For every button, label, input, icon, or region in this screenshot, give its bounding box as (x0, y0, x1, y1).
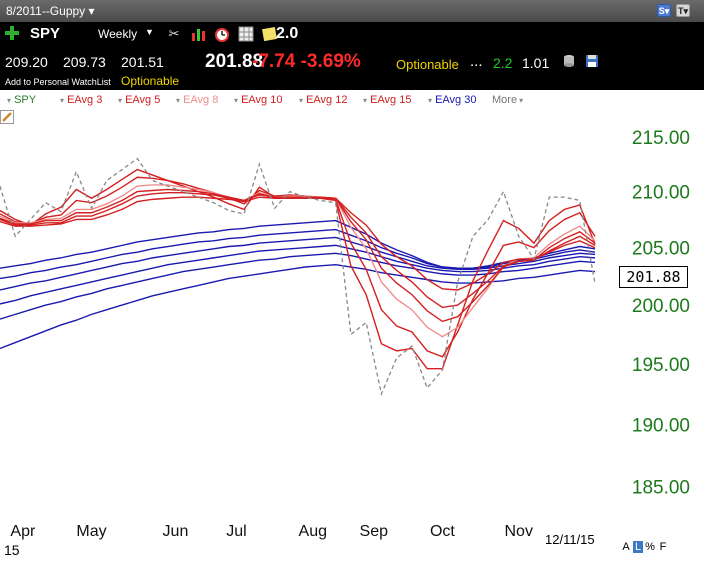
series-line-eavg-12 (0, 192, 596, 309)
price-chart[interactable]: 215.00 210.00 205.00 200.00 195.00 190.00 185.… (0, 110, 704, 562)
series-line-eavg-15 (0, 196, 596, 291)
legend-label: EAvg 15 (370, 94, 412, 106)
quote-last: 201.88 (205, 51, 264, 72)
x-tick-label: Jul (226, 523, 246, 540)
x-tick-label: Apr (10, 523, 36, 540)
chevron-down-icon: ▾ (519, 96, 524, 105)
legend-label: EAvg 10 (241, 94, 283, 106)
quote-low: 201.51 (121, 54, 164, 70)
period-dropdown[interactable]: Weekly (98, 27, 138, 41)
legend-item-eavg30[interactable]: ▾ EAvg 30 (426, 94, 476, 106)
symbol-label[interactable]: SPY (30, 25, 61, 42)
legend-label: EAvg 5 (125, 94, 161, 106)
t-menu-icon[interactable]: T▾ (676, 4, 690, 17)
grid-icon[interactable] (238, 26, 254, 42)
x-tick-label: May (76, 523, 106, 540)
x-tick-label: Aug (299, 523, 327, 540)
chart-canvas[interactable]: 215.00 210.00 205.00 200.00 195.00 190.00 185.… (0, 110, 704, 562)
chevron-down-icon: ▾ (118, 96, 123, 105)
window-title[interactable]: 8/2011--Guppy ▾ (6, 4, 95, 18)
chevron-down-icon: ▾ (428, 96, 433, 105)
quote-open: 209.20 (5, 54, 48, 70)
chevron-down-icon: ▾ (234, 96, 239, 105)
y-tick-label: 210.00 (632, 183, 690, 204)
legend-item-eavg8[interactable]: ▾ EAvg 8 (174, 94, 218, 106)
log-scale-button[interactable]: L (633, 541, 643, 553)
series-line-eavg-5 (0, 176, 596, 358)
database-icon[interactable] (562, 54, 576, 68)
optionable-link[interactable]: Optionable (121, 74, 180, 88)
y-tick-label: 200.00 (632, 296, 690, 317)
legend-label: EAvg 12 (306, 94, 348, 106)
quote-change: -7.74 -3.69% (252, 51, 361, 72)
legend-label: EAvg 3 (67, 94, 103, 106)
legend-label: More (492, 94, 518, 106)
chevron-down-icon: ▾ (363, 96, 368, 105)
series-line-eavg-8 (0, 184, 596, 338)
chevron-down-icon: ▾ (176, 96, 181, 105)
x-tick-label: Jun (163, 523, 189, 540)
toolbar-value: 2.0 (276, 25, 299, 42)
chevron-down-icon[interactable]: ▼ (145, 27, 154, 37)
series-line-eavg-60 (0, 264, 596, 350)
y-tick-label: 195.00 (632, 355, 690, 376)
series-line-spy (0, 157, 596, 397)
more-dots[interactable]: ... (470, 53, 483, 70)
chevron-down-icon: ▾ (7, 96, 12, 105)
series-line-eavg-35 (0, 228, 596, 280)
y-tick-label: 215.00 (632, 128, 690, 149)
series-line-eavg-3 (0, 168, 596, 370)
auto-scale-button[interactable]: A (622, 541, 630, 553)
fixed-scale-button[interactable]: F (659, 541, 667, 553)
quote-ratio: 1.01 (522, 55, 550, 71)
percent-scale-button[interactable]: % (645, 541, 655, 553)
year-label: 15 (4, 542, 20, 558)
bar-chart-icon[interactable] (191, 26, 207, 42)
quote-high: 209.73 (63, 54, 106, 70)
legend-item-spy[interactable]: ▾ SPY (5, 94, 36, 106)
x-tick-label: Sep (360, 523, 389, 540)
save-icon[interactable] (585, 54, 599, 68)
legend-label: EAvg 30 (435, 94, 477, 106)
legend-item-more[interactable]: More ▾ (492, 94, 523, 106)
legend-item-eavg12[interactable]: ▾ EAvg 12 (297, 94, 347, 106)
quote-bar: 209.20 209.73 201.51 201.88 -7.74 -3.69%… (0, 46, 704, 90)
chevron-down-icon: ▾ (60, 96, 65, 105)
tools-icon[interactable]: ✂ (168, 26, 180, 41)
series-line-eavg-45 (0, 244, 596, 305)
y-tick-label: 190.00 (632, 415, 690, 436)
series-line-eavg-30 (0, 219, 596, 269)
pencil-icon[interactable] (0, 110, 14, 124)
legend-item-eavg10[interactable]: ▾ EAvg 10 (232, 94, 282, 106)
x-tick-label: Oct (430, 523, 455, 540)
s-menu-icon[interactable]: S▾ (657, 4, 671, 17)
chevron-down-icon: ▾ (299, 96, 304, 105)
legend-item-eavg5[interactable]: ▾ EAvg 5 (116, 94, 160, 106)
chart-toolbar: SPY Weekly ▼ ✂ 2.0 (0, 22, 704, 46)
x-tick-label: Nov (504, 523, 532, 540)
add-to-watchlist-link[interactable]: Add to Personal WatchList (5, 77, 111, 87)
legend-label: SPY (14, 94, 37, 106)
last-price-marker: 201.88 (619, 266, 688, 288)
note-icon[interactable] (262, 26, 278, 42)
legend-label: EAvg 8 (183, 94, 219, 106)
legend-item-eavg3[interactable]: ▾ EAvg 3 (58, 94, 102, 106)
alarm-clock-icon[interactable] (214, 26, 230, 42)
legend-item-eavg15[interactable]: ▾ EAvg 15 (361, 94, 411, 106)
optionable-label: Optionable (396, 57, 459, 72)
series-line-eavg-40 (0, 236, 596, 291)
quote-green-value: 2.2 (493, 55, 513, 71)
window-titlebar: 8/2011--Guppy ▾ S▾ T▾ (0, 0, 704, 22)
y-tick-label: 185.00 (632, 477, 690, 498)
y-tick-label: 205.00 (632, 239, 690, 260)
date-label: 12/11/15 (545, 532, 595, 547)
add-icon[interactable] (5, 26, 19, 40)
indicator-legend: ▾ SPY ▾ EAvg 3 ▾ EAvg 5 ▾ EAvg 8 ▾ EAvg … (0, 90, 704, 110)
